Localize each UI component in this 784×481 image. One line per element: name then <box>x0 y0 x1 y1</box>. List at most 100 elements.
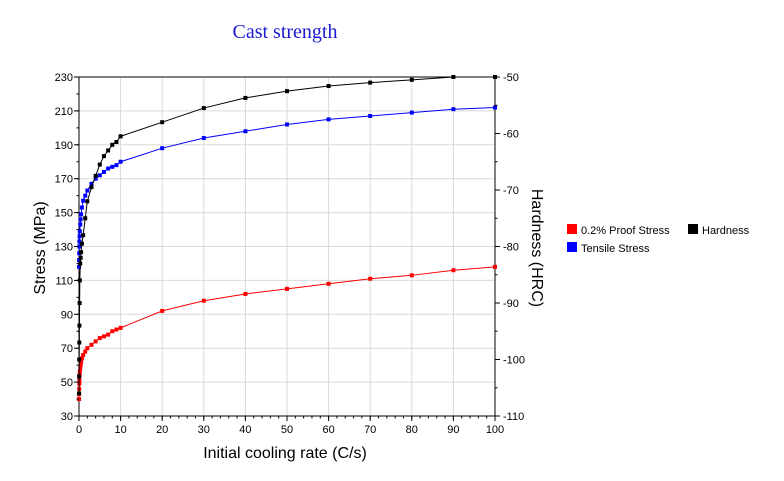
x-tick-label: 100 <box>486 424 504 436</box>
data-point-tensile-stress <box>77 229 82 234</box>
data-point-tensile-stress <box>89 181 94 186</box>
x-tick-label: 30 <box>198 424 210 436</box>
data-point-tensile-stress <box>368 113 373 118</box>
data-point-tensile-stress <box>78 217 83 222</box>
data-point-hardness <box>77 278 82 283</box>
legend: 0.2% Proof Stress Hardness Tensile Stres… <box>567 224 750 255</box>
legend-swatch-proof-stress <box>567 224 577 234</box>
data-point-tensile-stress <box>97 173 102 178</box>
data-point-0-2-proof-stress <box>89 342 94 347</box>
y-tick-label: 190 <box>55 140 73 152</box>
data-point-0-2-proof-stress <box>83 349 88 354</box>
data-point-hardness <box>409 77 414 82</box>
legend-label-tensile-stress: Tensile Stress <box>581 243 650 255</box>
data-point-0-2-proof-stress <box>77 369 82 374</box>
data-point-tensile-stress <box>79 212 84 217</box>
y-tick-label: 50 <box>61 377 73 389</box>
data-point-hardness <box>160 120 165 125</box>
data-point-tensile-stress <box>110 164 115 169</box>
data-point-0-2-proof-stress <box>78 366 83 371</box>
y-tick-label: 170 <box>55 174 73 186</box>
data-point-0-2-proof-stress <box>201 298 206 303</box>
x-axis-title: Initial cooling rate (C/s) <box>203 445 367 462</box>
x-tick-label: 80 <box>406 424 418 436</box>
y-axis-left: 30 50 70 90 110 130 150 170 190 210 230 <box>55 72 79 423</box>
x-tick-label: 60 <box>322 424 334 436</box>
data-point-hardness <box>77 323 82 328</box>
series-hardness <box>77 75 497 396</box>
data-point-0-2-proof-stress <box>79 359 84 364</box>
x-tick-label: 50 <box>281 424 293 436</box>
x-tick-label: 90 <box>447 424 459 436</box>
y2-tick-label: -80 <box>503 242 519 254</box>
data-point-0-2-proof-stress <box>114 327 119 332</box>
data-point-hardness <box>201 106 206 111</box>
y2-axis-title: Hardness (HRC) <box>528 189 545 307</box>
data-point-hardness <box>101 154 106 159</box>
data-point-tensile-stress <box>77 244 82 249</box>
y-tick-label: 90 <box>61 309 73 321</box>
y-axis-right: -110 -100 -90 -80 -70 -60 -50 <box>495 72 525 423</box>
data-point-hardness <box>114 139 119 144</box>
data-point-tensile-stress <box>160 146 165 151</box>
data-point-hardness <box>81 233 86 238</box>
data-point-hardness <box>368 80 373 85</box>
y2-tick-label: -100 <box>503 355 525 367</box>
chart-title: Cast strength <box>233 21 338 43</box>
data-point-0-2-proof-stress <box>493 264 497 269</box>
data-point-hardness <box>77 357 82 362</box>
data-point-0-2-proof-stress <box>326 281 331 286</box>
data-point-hardness <box>451 75 456 79</box>
data-point-0-2-proof-stress <box>409 273 414 278</box>
legend-swatch-hardness <box>688 224 698 234</box>
x-tick-label: 40 <box>239 424 251 436</box>
data-point-tensile-stress <box>409 110 414 115</box>
data-point-tensile-stress <box>201 136 206 141</box>
data-point-tensile-stress <box>78 222 83 227</box>
y-tick-label: 230 <box>55 72 73 84</box>
data-point-hardness <box>243 95 248 100</box>
data-point-hardness <box>93 173 98 178</box>
y2-tick-label: -70 <box>503 185 519 197</box>
data-point-hardness <box>77 340 82 345</box>
y-tick-label: 70 <box>61 343 73 355</box>
legend-swatch-tensile-stress <box>567 242 577 252</box>
data-point-0-2-proof-stress <box>93 339 98 344</box>
y-tick-label: 210 <box>55 106 73 118</box>
legend-label-proof-stress: 0.2% Proof Stress <box>581 225 670 237</box>
data-point-tensile-stress <box>77 264 82 269</box>
y-tick-label: 130 <box>55 242 73 254</box>
data-point-hardness <box>89 185 94 190</box>
x-tick-label: 20 <box>156 424 168 436</box>
data-point-0-2-proof-stress <box>81 352 86 357</box>
data-point-hardness <box>326 84 331 89</box>
data-point-hardness <box>106 148 111 153</box>
data-point-hardness <box>97 162 102 167</box>
data-point-hardness <box>77 374 82 379</box>
y2-tick-label: -90 <box>503 298 519 310</box>
data-point-0-2-proof-stress <box>106 332 111 337</box>
data-point-0-2-proof-stress <box>368 276 373 281</box>
legend-label-hardness: Hardness <box>702 225 750 237</box>
data-point-hardness <box>110 142 115 147</box>
x-tick-label: 10 <box>114 424 126 436</box>
y-tick-label: 30 <box>61 411 73 423</box>
data-point-tensile-stress <box>106 166 111 171</box>
data-point-tensile-stress <box>93 176 98 181</box>
y2-tick-label: -110 <box>503 411 524 423</box>
data-point-0-2-proof-stress <box>79 356 84 361</box>
data-point-0-2-proof-stress <box>243 291 248 296</box>
x-axis: 0 10 20 30 40 50 60 70 80 90 100 <box>76 416 504 436</box>
data-point-hardness <box>83 216 88 221</box>
data-point-hardness <box>77 301 82 305</box>
series-tensile-stress <box>77 105 497 269</box>
data-point-hardness <box>79 241 84 246</box>
data-point-0-2-proof-stress <box>110 329 115 334</box>
data-point-0-2-proof-stress <box>77 397 82 402</box>
data-point-tensile-stress <box>285 122 289 127</box>
data-point-0-2-proof-stress <box>78 363 83 368</box>
data-point-hardness <box>85 199 90 204</box>
y-tick-label: 110 <box>55 275 73 287</box>
series-layer <box>77 75 497 402</box>
data-point-tensile-stress <box>77 258 82 263</box>
